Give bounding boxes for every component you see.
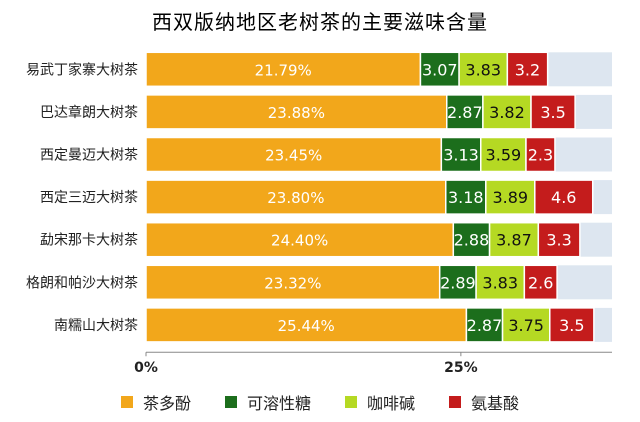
data-label: 4.6 xyxy=(551,188,576,207)
legend-swatch xyxy=(120,396,133,408)
bar-segment xyxy=(475,264,526,301)
legend-label: 可溶性糖 xyxy=(246,394,311,413)
bar-segment xyxy=(445,179,487,215)
bar-segment xyxy=(145,179,447,215)
legend-item: 茶多酚 xyxy=(120,390,191,414)
bar-segment xyxy=(145,136,443,173)
category-label: 易武丁家寨大树茶 xyxy=(26,61,138,78)
bar-segment xyxy=(465,307,504,343)
data-label: 3.5 xyxy=(540,103,565,122)
chart-title: 西双版纳地区老树茶的主要滋味含量 xyxy=(152,10,488,34)
data-label: 21.79% xyxy=(255,61,312,79)
data-label: 3.5 xyxy=(559,316,584,335)
data-label: 3.75 xyxy=(508,316,544,335)
legend-label: 茶多酚 xyxy=(142,394,191,413)
data-label: 23.80% xyxy=(267,189,324,207)
data-label: 25.44% xyxy=(278,317,335,335)
bar-segment xyxy=(501,307,551,343)
legend-swatch xyxy=(449,396,462,408)
data-label: 24.40% xyxy=(271,232,328,250)
legend-label: 氨基酸 xyxy=(471,394,520,413)
bar-segment xyxy=(452,221,491,258)
x-tick-label: 0% xyxy=(134,360,158,376)
data-label: 3.07 xyxy=(422,60,458,79)
bar-segment xyxy=(530,94,576,130)
legend-swatch xyxy=(345,396,357,408)
category-label: 巴达章朗大树茶 xyxy=(40,104,138,121)
category-label: 西定曼迈大树茶 xyxy=(40,148,138,164)
data-label: 3.83 xyxy=(465,60,501,79)
data-label: 3.87 xyxy=(496,231,532,250)
data-label: 23.45% xyxy=(265,147,322,165)
data-label: 3.82 xyxy=(489,103,525,122)
bar-segment xyxy=(482,94,532,130)
bar-segment xyxy=(523,264,558,301)
data-label: 3.89 xyxy=(492,188,528,207)
x-tick-label: 25% xyxy=(444,360,478,376)
bar-segment xyxy=(525,136,556,173)
bar-segment xyxy=(145,94,448,130)
data-label: 2.89 xyxy=(440,273,476,292)
bar-segment xyxy=(145,264,441,301)
data-label: 2.6 xyxy=(528,273,553,292)
legend-swatch xyxy=(224,396,237,408)
category-label: 勐宋那卡大树茶 xyxy=(40,233,138,249)
data-label: 3.18 xyxy=(448,188,484,207)
bar-segment xyxy=(145,51,422,88)
data-label: 2.87 xyxy=(467,316,503,335)
legend-item: 氨基酸 xyxy=(449,390,519,414)
bar-segment xyxy=(506,51,549,88)
data-label: 3.2 xyxy=(515,60,540,79)
data-label: 2.87 xyxy=(447,103,483,122)
category-label: 西定三迈大树茶 xyxy=(40,190,138,206)
data-label: 2.88 xyxy=(454,231,490,250)
data-label: 3.83 xyxy=(482,273,518,292)
bar-segment xyxy=(537,221,581,258)
bar-segment xyxy=(488,221,540,258)
data-label: 3.59 xyxy=(486,146,522,165)
data-label: 23.88% xyxy=(268,104,325,122)
bar-segment xyxy=(446,94,484,130)
legend-item: 可溶性糖 xyxy=(224,390,311,414)
data-label: 3.13 xyxy=(443,146,479,165)
category-label: 南糯山大树茶 xyxy=(54,318,138,334)
stacked-bar-chart: 易武丁家寨大树茶 21.79% 3.07 3.83 3.2 巴达章朗大树茶 23.88% 2.… xyxy=(26,51,612,376)
category-label: 格朗和帕沙大树茶 xyxy=(26,275,138,291)
data-label: 2.3 xyxy=(528,146,553,165)
chart-legend: 茶多酚 可溶性糖 咖啡碱 氨基酸 xyxy=(0,390,640,414)
data-label: 3.3 xyxy=(546,231,571,250)
data-label: 23.32% xyxy=(264,274,321,292)
bar-segment xyxy=(480,136,527,173)
bar-segment xyxy=(534,179,594,215)
legend-label: 咖啡碱 xyxy=(367,394,416,413)
bar-segment xyxy=(440,136,482,173)
bar-segment xyxy=(549,307,595,343)
bar-segment xyxy=(438,264,477,301)
legend-item: 咖啡碱 xyxy=(345,390,415,414)
bar-segment xyxy=(145,221,455,258)
